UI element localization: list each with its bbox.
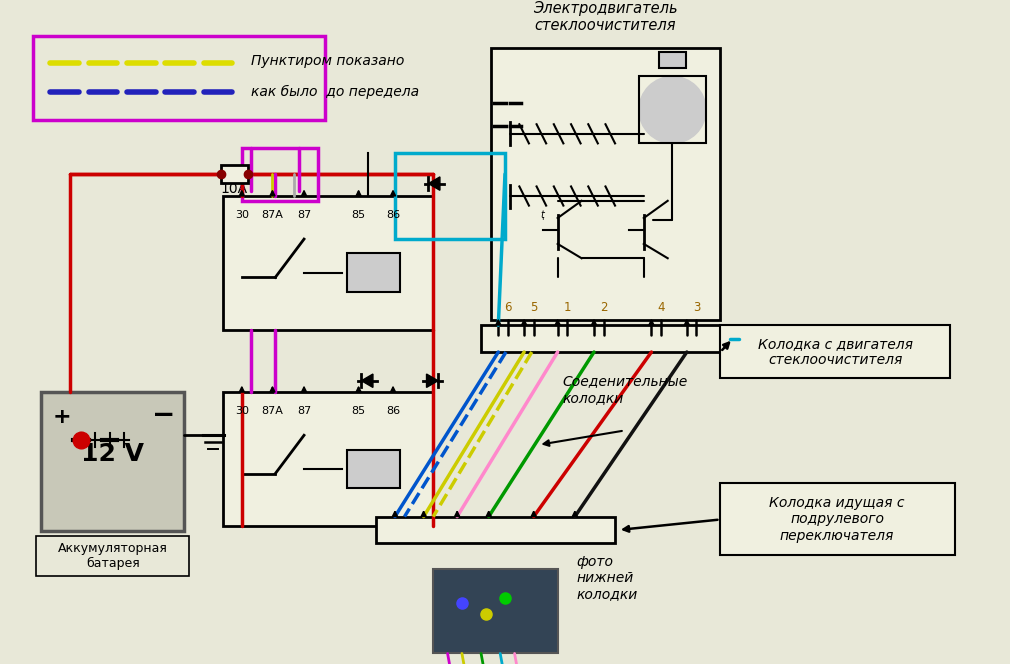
Bar — [639, 76, 706, 143]
Bar — [347, 254, 400, 291]
Text: 85: 85 — [351, 210, 366, 220]
Bar — [660, 52, 686, 68]
Circle shape — [639, 76, 706, 143]
Bar — [40, 392, 185, 531]
Text: 1: 1 — [564, 301, 571, 314]
Text: 86: 86 — [386, 210, 400, 220]
Text: 4: 4 — [658, 301, 665, 314]
Text: 30: 30 — [234, 406, 248, 416]
Text: фото
нижней
колодки: фото нижней колодки — [577, 554, 638, 601]
Bar — [433, 569, 558, 653]
Bar — [347, 450, 400, 488]
Text: ': ' — [541, 216, 543, 226]
Text: как было  до передела: как было до передела — [251, 85, 419, 99]
Bar — [221, 165, 247, 183]
Text: 86: 86 — [386, 406, 400, 416]
Text: Колодка с двигателя
стеклоочистителя: Колодка с двигателя стеклоочистителя — [758, 337, 913, 367]
Text: Аккумуляторная
батарея: Аккумуляторная батарея — [58, 542, 168, 570]
Text: Колодка идущая с
подрулевого
переключателя: Колодка идущая с подрулевого переключате… — [770, 496, 905, 542]
Polygon shape — [362, 374, 373, 387]
Text: 10А: 10А — [220, 182, 247, 196]
Text: Соеденительные
колодки: Соеденительные колодки — [563, 374, 688, 405]
Bar — [720, 325, 950, 378]
Text: t: t — [540, 210, 544, 220]
Text: 6: 6 — [504, 301, 512, 314]
Text: 87А: 87А — [262, 406, 284, 416]
Text: −: − — [152, 401, 175, 429]
Text: Электродвигатель
стеклоочистителя: Электродвигатель стеклоочистителя — [533, 1, 678, 33]
Text: 3: 3 — [693, 301, 700, 314]
Text: 85: 85 — [351, 406, 366, 416]
Text: 87: 87 — [297, 406, 311, 416]
Bar — [395, 153, 505, 239]
Bar — [481, 325, 730, 352]
Bar — [376, 517, 615, 543]
Bar — [33, 37, 325, 120]
Bar — [491, 48, 720, 321]
Text: +: + — [53, 407, 72, 427]
Bar — [222, 196, 433, 330]
Text: 2: 2 — [600, 301, 607, 314]
Text: 5: 5 — [530, 301, 537, 314]
Polygon shape — [428, 177, 440, 191]
Bar — [36, 536, 189, 576]
Text: 87А: 87А — [262, 210, 284, 220]
Bar — [222, 392, 433, 526]
Polygon shape — [426, 374, 438, 387]
Text: 87: 87 — [297, 210, 311, 220]
Text: 12 V: 12 V — [81, 442, 144, 466]
Text: Пунктиром показано: Пунктиром показано — [251, 54, 405, 68]
Bar — [720, 483, 954, 555]
Text: 30: 30 — [234, 210, 248, 220]
Bar — [241, 148, 318, 201]
